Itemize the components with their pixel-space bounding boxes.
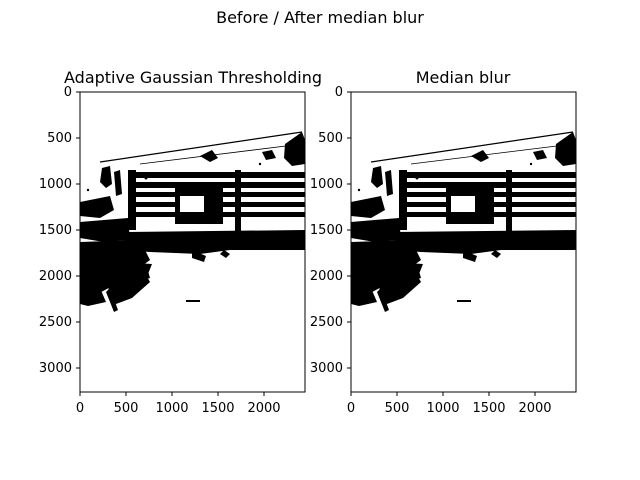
panel-left-y-axis: 0 500 1000 1500 2000 2500 3000 bbox=[39, 85, 80, 376]
panel-left-y-tick-label: 1500 bbox=[39, 223, 72, 238]
panel-left-x-tick-label: 2000 bbox=[247, 401, 280, 416]
panel-right-y-tick-label: 500 bbox=[318, 131, 343, 146]
panel-right-title: Median blur bbox=[415, 68, 511, 87]
panel-right-x-tick-label: 500 bbox=[385, 401, 410, 416]
panel-left-y-tick-label: 1000 bbox=[39, 177, 72, 192]
panel-right-x-tick-label: 1500 bbox=[472, 401, 505, 416]
panel-left-y-tick-label: 2500 bbox=[39, 315, 72, 330]
panel-right-x-tick-label: 2000 bbox=[518, 401, 551, 416]
panel-right-y-axis: 0 500 1000 1500 2000 2500 3000 bbox=[310, 85, 351, 376]
panel-left-y-tick-label: 3000 bbox=[39, 361, 72, 376]
panel-right-y-tick-label: 2000 bbox=[310, 269, 343, 284]
panel-right: 0 500 1000 1500 2000 2500 3000 0 500 100… bbox=[310, 85, 577, 416]
panel-right-y-tick-label: 0 bbox=[335, 85, 343, 100]
panel-left-y-tick-label: 2000 bbox=[39, 269, 72, 284]
panel-left-x-axis: 0 500 1000 1500 2000 bbox=[76, 392, 281, 416]
panel-left-x-tick-label: 1000 bbox=[155, 401, 188, 416]
panel-left-x-tick-label: 1500 bbox=[201, 401, 234, 416]
panel-right-x-tick-label: 1000 bbox=[426, 401, 459, 416]
panel-right-y-tick-label: 1000 bbox=[310, 177, 343, 192]
panel-right-y-tick-label: 2500 bbox=[310, 315, 343, 330]
panel-left-x-tick-label: 0 bbox=[76, 401, 84, 416]
panel-right-x-tick-label: 0 bbox=[347, 401, 355, 416]
figure-suptitle: Before / After median blur bbox=[216, 8, 424, 27]
panel-right-x-axis: 0 500 1000 1500 2000 bbox=[347, 392, 552, 416]
panel-left-x-tick-label: 500 bbox=[114, 401, 139, 416]
panel-left-frame bbox=[79, 91, 306, 393]
panel-right-y-tick-label: 1500 bbox=[310, 223, 343, 238]
panel-left-title: Adaptive Gaussian Thresholding bbox=[64, 68, 322, 87]
panel-left-y-tick-label: 0 bbox=[64, 85, 72, 100]
panel-left: 0 500 1000 1500 2000 2500 3000 0 500 100… bbox=[39, 85, 306, 416]
panel-left-y-tick-label: 500 bbox=[47, 131, 72, 146]
panel-right-y-tick-label: 3000 bbox=[310, 361, 343, 376]
panel-right-frame bbox=[350, 91, 577, 393]
